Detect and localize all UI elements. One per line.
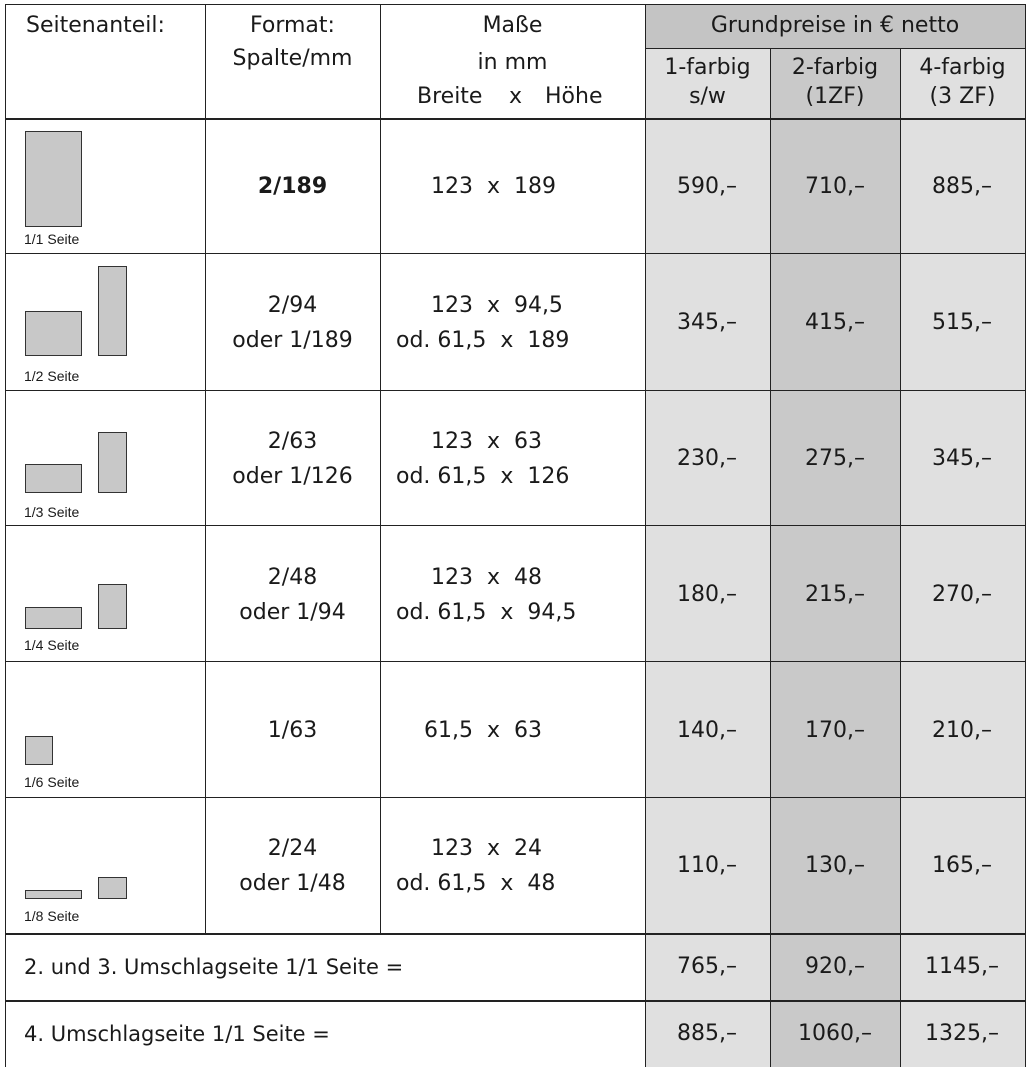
page-fraction-icon	[25, 607, 82, 629]
row-label: 1/4 Seite	[24, 637, 79, 653]
header-col3-line1: 4-farbig	[900, 55, 1025, 81]
header-bottom-border	[5, 118, 1025, 120]
format-value: 2/94	[205, 290, 380, 322]
price-2farbig: 130,–	[775, 853, 895, 878]
price-1farbig: 765,–	[647, 954, 767, 979]
header-col3-line2: (3 ZF)	[900, 84, 1025, 110]
price-1farbig: 230,–	[647, 446, 767, 471]
header-spalte-mm: Spalte/mm	[205, 46, 380, 72]
dimension-value: od. 61,5 x 94,5	[396, 597, 576, 629]
price-1farbig: 345,–	[647, 310, 767, 335]
format-value: 2/189	[205, 171, 380, 203]
col-1farbig-bg	[645, 48, 770, 1067]
price-1farbig: 180,–	[647, 582, 767, 607]
header-in-mm: in mm	[380, 50, 645, 76]
dimension-value: 123 x 94,5	[396, 290, 563, 322]
price-1farbig: 110,–	[647, 853, 767, 878]
grundpreise-underline	[645, 48, 1025, 49]
price-4farbig: 210,–	[902, 718, 1022, 743]
row-divider	[5, 390, 1025, 391]
footer-label-umschlag-4: 4. Umschlagseite 1/1 Seite =	[24, 1021, 330, 1047]
row-label: 1/2 Seite	[24, 368, 79, 384]
dimension-value: 123 x 63	[396, 426, 542, 458]
price-4farbig: 165,–	[902, 853, 1022, 878]
price-4farbig: 270,–	[902, 582, 1022, 607]
row-label: 1/3 Seite	[24, 504, 79, 520]
col-divider	[900, 48, 901, 1067]
price-2farbig: 215,–	[775, 582, 895, 607]
col-2farbig-bg	[770, 48, 900, 1067]
page-fraction-icon	[98, 584, 127, 629]
top-border	[5, 4, 1025, 5]
price-1farbig: 885,–	[647, 1021, 767, 1046]
price-2farbig: 415,–	[775, 310, 895, 335]
col-divider	[380, 4, 381, 933]
row-label: 1/1 Seite	[24, 231, 79, 247]
header-breite: Breite	[417, 84, 482, 110]
header-col1-line2: s/w	[645, 84, 770, 110]
col-4farbig-bg	[900, 48, 1025, 1067]
row-divider	[5, 797, 1025, 798]
header-hoehe: Höhe	[545, 84, 602, 110]
header-seitenanteil: Seitenanteil:	[26, 13, 165, 39]
price-4farbig: 515,–	[902, 310, 1022, 335]
dimension-value: 123 x 189	[396, 171, 556, 203]
col-divider	[770, 48, 771, 1067]
page-fraction-icon	[98, 432, 127, 493]
price-4farbig: 1325,–	[902, 1021, 1022, 1046]
format-value: 2/48	[205, 562, 380, 594]
col-divider	[645, 4, 646, 1067]
price-4farbig: 885,–	[902, 174, 1022, 199]
format-value: 2/24	[205, 833, 380, 865]
format-value: 2/63	[205, 426, 380, 458]
price-2farbig: 275,–	[775, 446, 895, 471]
row-label: 1/6 Seite	[24, 774, 79, 790]
right-border	[1025, 4, 1026, 1067]
footer-label-umschlag-2-3: 2. und 3. Umschlagseite 1/1 Seite =	[24, 954, 403, 980]
format-value: oder 1/94	[205, 597, 380, 629]
page-fraction-icon	[25, 131, 82, 227]
format-value: oder 1/126	[205, 461, 380, 493]
page-fraction-icon	[25, 890, 82, 899]
row-label: 1/8 Seite	[24, 908, 79, 924]
footer-divider	[5, 1000, 1025, 1002]
price-2farbig: 710,–	[775, 174, 895, 199]
dimension-value: 123 x 24	[396, 833, 542, 865]
header-col2-line2: (1ZF)	[770, 84, 900, 110]
price-1farbig: 140,–	[647, 718, 767, 743]
price-1farbig: 590,–	[647, 174, 767, 199]
page-fraction-icon	[25, 311, 82, 356]
header-col2-line1: 2-farbig	[770, 55, 900, 81]
dimension-value: 123 x 48	[396, 562, 542, 594]
row-divider	[5, 661, 1025, 662]
price-2farbig: 1060,–	[775, 1021, 895, 1046]
header-col1-line1: 1-farbig	[645, 55, 770, 81]
dimension-value: od. 61,5 x 189	[396, 325, 569, 357]
page-fraction-icon	[98, 877, 127, 899]
header-format: Format:	[205, 13, 380, 39]
format-value: oder 1/189	[205, 325, 380, 357]
header-grundpreise: Grundpreise in € netto	[645, 13, 1025, 39]
price-4farbig: 345,–	[902, 446, 1022, 471]
price-4farbig: 1145,–	[902, 954, 1022, 979]
dimension-value: od. 61,5 x 48	[396, 868, 555, 900]
page-fraction-icon	[98, 266, 127, 356]
left-border	[5, 4, 6, 1067]
header-masse: Maße	[380, 13, 645, 39]
dimension-value: od. 61,5 x 126	[396, 461, 569, 493]
price-2farbig: 170,–	[775, 718, 895, 743]
format-value: 1/63	[205, 715, 380, 747]
page-fraction-icon	[25, 464, 82, 493]
dimension-value: 61,5 x 63	[396, 715, 542, 747]
row-divider	[5, 253, 1025, 254]
page-fraction-icon	[25, 736, 53, 765]
footer-top-border	[5, 933, 1025, 935]
header-x: x	[509, 84, 522, 110]
format-value: oder 1/48	[205, 868, 380, 900]
price-2farbig: 920,–	[775, 954, 895, 979]
row-divider	[5, 525, 1025, 526]
